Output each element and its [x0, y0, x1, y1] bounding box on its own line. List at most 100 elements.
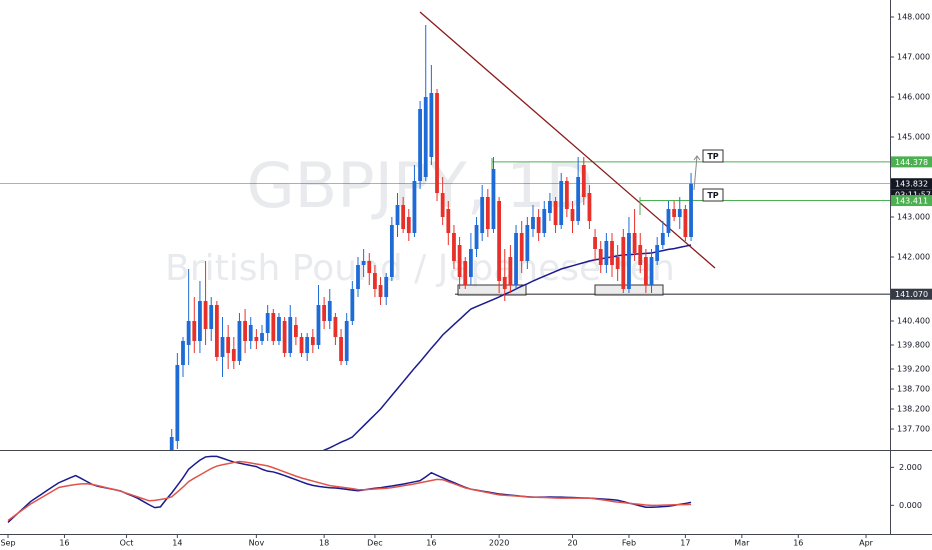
candle-body: [525, 225, 530, 261]
x-tick-label: Nov: [249, 539, 265, 548]
candle-body: [598, 249, 603, 265]
price-tag: [891, 178, 932, 190]
candle-body: [446, 209, 451, 233]
candle-body: [389, 225, 394, 277]
y-tick-label: 142.000: [897, 253, 930, 262]
candle-body: [423, 97, 428, 177]
candle-body: [418, 109, 422, 181]
y-tick-label: 138.200: [897, 405, 930, 414]
candle-body: [632, 233, 637, 253]
price-tag-label: 144.378: [895, 158, 928, 167]
tp-box: [702, 149, 724, 163]
y-tick-label: 138.700: [897, 385, 930, 394]
candle-body: [429, 93, 434, 157]
candle-body: [440, 193, 445, 217]
candle-body: [452, 233, 456, 261]
candle-body: [333, 317, 338, 337]
y-tick-label: 137.700: [897, 425, 930, 434]
candle-body: [435, 93, 439, 193]
candle-body: [192, 321, 197, 341]
candle-body: [277, 317, 281, 341]
x-tick-label: 18: [319, 539, 329, 548]
candle-body: [293, 325, 298, 337]
candle-body: [243, 321, 247, 341]
x-tick-label: 2020: [489, 539, 509, 548]
y-tick-label: 143.000: [897, 213, 930, 222]
macd-y-tick-label: 2.000: [899, 463, 922, 472]
candle-body: [548, 201, 552, 213]
trend-line: [419, 11, 716, 269]
candle-body: [254, 337, 259, 341]
candle-body: [581, 165, 586, 197]
candle-body: [322, 305, 327, 321]
candle-body: [378, 285, 383, 297]
x-tick-label: Feb: [622, 539, 636, 548]
candle-body: [457, 245, 462, 277]
candle-body: [497, 201, 502, 281]
candle-body: [627, 233, 631, 289]
candle-body: [514, 233, 518, 285]
candle-body: [559, 181, 564, 225]
support-box: [457, 284, 527, 296]
candle-body: [660, 233, 665, 245]
candle-body: [412, 181, 417, 233]
candle-body: [282, 321, 287, 353]
levels: [0, 161, 890, 295]
candle-body: [480, 197, 485, 233]
candle-body: [361, 261, 366, 265]
candle-body: [474, 225, 479, 249]
tp-label: TP: [707, 152, 718, 161]
candle-body: [181, 341, 185, 365]
macd-pane: [7, 455, 692, 523]
candle-body: [485, 197, 490, 229]
candle-body: [649, 257, 654, 285]
tp-arrow: [693, 155, 701, 191]
candle-body: [672, 209, 677, 217]
macd-line: [7, 460, 692, 522]
y-tick-label: 139.200: [897, 365, 930, 374]
candle-body: [186, 321, 191, 345]
price-tag-label: 143.832: [895, 180, 928, 189]
candle-body: [677, 209, 682, 217]
macd-y-tick-label: 0.000: [899, 501, 922, 510]
price-tag: [891, 288, 932, 300]
candle-body: [542, 209, 547, 233]
candle-body: [570, 209, 575, 221]
candle-body: [491, 169, 496, 229]
candle-body: [248, 325, 253, 341]
candle-body: [288, 317, 293, 353]
candle-body: [260, 333, 264, 341]
candle-body: [231, 349, 236, 361]
candle-body: [169, 437, 174, 450]
x-tick-label: 20: [567, 539, 577, 548]
y-tick-label: 145.000: [897, 133, 930, 142]
x-tick-label: 14: [172, 539, 182, 548]
candle-body: [339, 337, 343, 361]
x-tick-label: 16: [59, 539, 69, 548]
candle-body: [643, 257, 648, 285]
y-tick-label: 147.000: [897, 53, 930, 62]
candle-body: [406, 217, 411, 233]
candle-body: [271, 313, 276, 341]
candle-body: [220, 337, 225, 357]
candle-body: [384, 277, 389, 297]
price-tag: [891, 195, 932, 207]
candle-body: [638, 245, 643, 265]
candle-body: [564, 181, 569, 209]
price-tag: [891, 156, 932, 168]
candle-body: [350, 289, 355, 321]
candle-body: [666, 209, 671, 233]
x-tick-label: Dec: [367, 539, 382, 548]
candle-body: [310, 337, 315, 345]
x-tick-label: Mar: [734, 539, 750, 548]
candle-body: [299, 337, 304, 353]
countdown-tag: [891, 189, 932, 201]
candle-body: [226, 337, 231, 353]
candle-body: [615, 257, 620, 269]
x-tick-label: 16: [426, 539, 436, 548]
candle-body: [175, 365, 180, 441]
candle-body: [356, 265, 360, 289]
candle-body: [395, 205, 400, 225]
candle-body: [536, 217, 541, 233]
